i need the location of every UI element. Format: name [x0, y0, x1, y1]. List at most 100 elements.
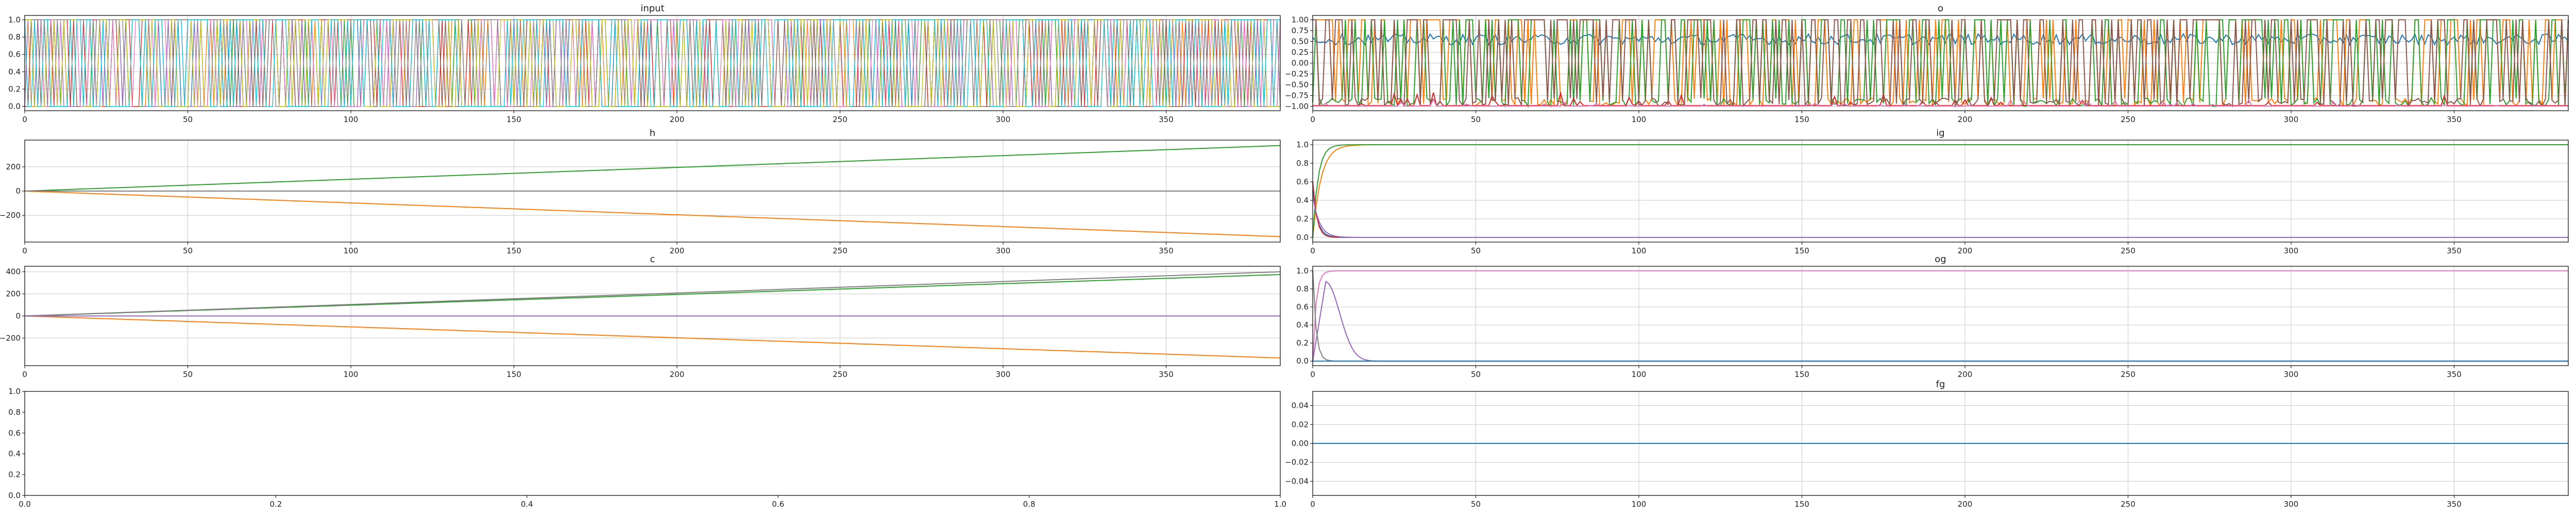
x-tick-label: 0 [1310, 370, 1315, 379]
y-tick-label: 1.00 [1292, 15, 1309, 24]
panel-c: 0 50 100 150 200 250 300 350 −200 0 200 400 c [0, 254, 1281, 379]
y-tick-label: 0.0 [1296, 356, 1309, 366]
series-line [24, 271, 1281, 317]
y-tick-label: 0.75 [1292, 26, 1309, 35]
x-tick-label: 350 [2447, 246, 2462, 255]
series-line [24, 191, 1281, 237]
y-tick-label: 200 [6, 162, 21, 171]
x-tick-label: 350 [1159, 370, 1174, 379]
x-tick-label: 100 [1632, 500, 1647, 509]
y-tick-label: 0.6 [8, 50, 21, 59]
y-tick-label: 0.0 [1296, 233, 1309, 242]
panel-empty: 0.0 0.2 0.4 0.6 0.8 1.0 0.0 0.2 0.4 0.6 0.8 1.0 [8, 387, 1286, 509]
x-tick-label: 100 [344, 115, 359, 124]
y-tick-label: 0.2 [1296, 338, 1309, 348]
panel-ig: 0 50 100 150 200 250 300 350 0.0 0.2 0.4 0.6 0.8 1.0 i… [1296, 128, 2569, 255]
x-tick-label: 50 [1471, 115, 1481, 124]
x-tick-label: 150 [1794, 246, 1809, 255]
x-tick-label: 300 [2284, 246, 2299, 255]
x-tick-label: 350 [2447, 500, 2462, 509]
x-tick-label: 350 [2447, 370, 2462, 379]
x-tick-label: 0 [22, 246, 27, 255]
y-tick-label: 0.2 [1296, 214, 1309, 224]
x-tick-label: 300 [996, 246, 1011, 255]
y-tick-label: 0.25 [1292, 47, 1309, 57]
y-tick-label: 200 [6, 289, 21, 299]
x-tick-label: 0.8 [1023, 500, 1036, 509]
y-tick-label: 400 [6, 267, 21, 277]
x-tick-label: 350 [1159, 246, 1174, 255]
x-tick-label: 100 [344, 246, 359, 255]
y-tick-label: −200 [0, 333, 21, 342]
x-tick-label: 100 [1632, 370, 1647, 379]
y-tick-label: 0.4 [1296, 196, 1309, 205]
x-tick-label: 200 [1958, 370, 1973, 379]
y-tick-label: 0.8 [1296, 284, 1309, 294]
y-tick-label: −0.02 [1285, 458, 1309, 467]
x-tick-label: 0 [1310, 246, 1315, 255]
y-tick-label: 0.0 [8, 102, 21, 111]
panel-o: 0 50 100 150 200 250 300 350 −1.00 −0.75−0.50−0.2… [1285, 3, 2569, 124]
x-tick-label: 100 [1632, 246, 1647, 255]
series-line [1312, 191, 2568, 238]
x-tick-label: 250 [2121, 246, 2136, 255]
x-tick-label: 250 [2121, 115, 2136, 124]
panel-title: fg [1936, 379, 1945, 390]
y-tick-label: −1.00 [1285, 102, 1309, 111]
series-line [1312, 270, 2568, 362]
x-tick-label: 250 [833, 370, 848, 379]
y-tick-label: 0.8 [1296, 159, 1309, 168]
y-tick-label: 0.00 [1292, 439, 1309, 448]
y-tick-label: 1.0 [8, 387, 21, 396]
axes-frame [1312, 266, 2569, 366]
y-tick-label: 0.00 [1292, 59, 1309, 68]
y-tick-label: 0.50 [1292, 37, 1309, 46]
x-tick-label: 50 [183, 115, 193, 124]
y-tick-label: 0.6 [1296, 302, 1309, 312]
panel-title: input [640, 3, 664, 14]
x-tick-label: 300 [2284, 370, 2299, 379]
x-tick-label: 0 [1310, 500, 1315, 509]
x-tick-label: 250 [833, 246, 848, 255]
y-tick-label: 0.04 [1292, 401, 1309, 410]
x-tick-label: 200 [670, 246, 685, 255]
axes-frame [24, 391, 1281, 496]
y-tick-label: 0.4 [1296, 320, 1309, 330]
x-tick-label: 300 [996, 370, 1011, 379]
series-line [1312, 281, 2568, 362]
x-tick-label: 200 [1958, 115, 1973, 124]
x-tick-label: 150 [506, 115, 521, 124]
y-tick-label: 1.0 [8, 15, 21, 24]
series-line [24, 19, 1280, 107]
y-tick-label: 0.02 [1292, 420, 1309, 429]
axes-frame [24, 15, 1281, 111]
y-tick-label: 0.4 [8, 67, 21, 76]
x-tick-label: 250 [2121, 500, 2136, 509]
x-tick-label: 350 [1159, 115, 1174, 124]
y-tick-label: 0.6 [8, 428, 21, 438]
y-tick-label: −0.04 [1285, 476, 1309, 486]
series-line [1313, 98, 2568, 107]
x-tick-label: 200 [670, 115, 685, 124]
panel-title: og [1935, 254, 1946, 265]
y-tick-label: 0.6 [1296, 177, 1309, 186]
x-tick-label: 50 [183, 246, 193, 255]
x-tick-label: 150 [1794, 500, 1809, 509]
panel-title: ig [1936, 128, 1944, 139]
x-tick-label: 50 [1471, 500, 1481, 509]
x-tick-label: 50 [1471, 246, 1481, 255]
x-tick-label: 150 [506, 370, 521, 379]
x-tick-label: 1.0 [1274, 500, 1286, 509]
x-tick-label: 0.6 [772, 500, 784, 509]
panel-title: h [650, 128, 655, 139]
axes-frame [1312, 140, 2569, 243]
x-tick-label: 300 [2284, 500, 2299, 509]
y-tick-label: −0.75 [1285, 91, 1309, 100]
y-tick-label: 0.2 [8, 84, 21, 94]
x-tick-label: 300 [2284, 115, 2299, 124]
x-tick-label: 200 [670, 370, 685, 379]
y-tick-label: 0 [15, 186, 21, 196]
panel-input: 0 50 100 150 200 250 300 350 0.0 0.2 0.4 0.6 0.8 1.0 i… [8, 3, 1281, 124]
x-tick-label: 150 [1794, 370, 1809, 379]
